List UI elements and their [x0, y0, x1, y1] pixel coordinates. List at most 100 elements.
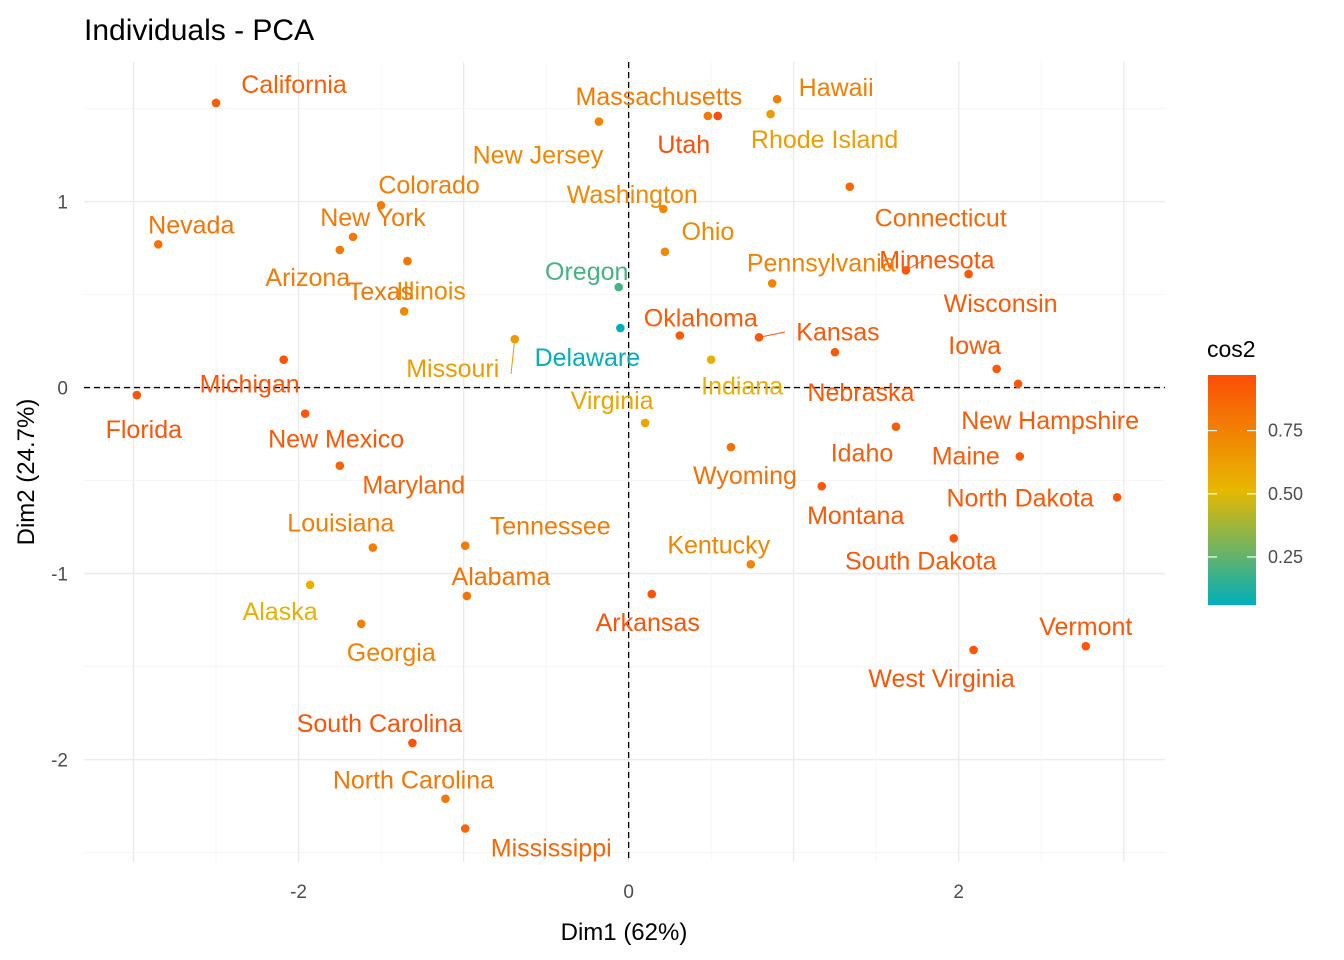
label-missouri: Missouri [406, 355, 499, 383]
label-maryland: Maryland [362, 472, 465, 500]
y-tick-label: 0 [57, 379, 68, 400]
point-connecticut [845, 182, 855, 191]
y-tick-label: -2 [51, 751, 68, 772]
label-texas: Texas [348, 278, 413, 306]
label-ohio: Ohio [682, 218, 735, 246]
legend-tick-label: 0.50 [1268, 484, 1303, 504]
label-alaska: Alaska [243, 598, 318, 626]
label-north-carolina: North Carolina [333, 767, 494, 795]
point-hawaii [772, 94, 782, 104]
label-hawaii: Hawaii [799, 74, 874, 102]
label-georgia: Georgia [347, 639, 436, 667]
point-massachusetts [703, 111, 713, 121]
label-nebraska: Nebraska [807, 379, 914, 407]
label-massachusetts: Massachusetts [575, 83, 742, 111]
label-florida: Florida [106, 416, 183, 444]
axis-ticks: -2 0 2 -2 -1 0 1 [51, 193, 964, 903]
label-oklahoma: Oklahoma [644, 304, 758, 332]
point-nebraska [830, 347, 840, 357]
label-north-dakota: North Dakota [946, 484, 1093, 512]
point-pennsylvania [767, 279, 777, 288]
label-idaho: Idaho [831, 440, 894, 468]
point-iowa [992, 364, 1001, 374]
point-vermont [1081, 641, 1091, 651]
label-west-virginia: West Virginia [868, 665, 1014, 693]
point-utah [713, 111, 723, 121]
point-wyoming [726, 442, 736, 452]
label-south-dakota: South Dakota [845, 547, 997, 575]
point-kentucky [746, 560, 756, 569]
point-rhode-island [766, 109, 775, 119]
point-montana [817, 481, 827, 491]
x-tick-label: -2 [290, 882, 307, 903]
label-louisiana: Louisiana [287, 510, 394, 538]
label-connecticut: Connecticut [875, 205, 1007, 233]
label-new-york: New York [320, 204, 426, 232]
point-new-hampshire [1013, 379, 1023, 389]
label-maine: Maine [932, 442, 1000, 470]
label-new-mexico: New Mexico [268, 426, 404, 454]
point-oregon [614, 282, 624, 292]
label-wyoming: Wyoming [693, 462, 797, 490]
point-indiana [706, 355, 716, 364]
x-tick-label: 2 [953, 882, 964, 903]
label-illinois: Illinois [396, 277, 465, 305]
point-maine [1015, 452, 1025, 461]
point-louisiana [368, 543, 378, 552]
label-vermont: Vermont [1039, 613, 1132, 641]
point-texas [403, 256, 412, 266]
x-tick-label: 0 [623, 882, 634, 903]
label-delaware: Delaware [535, 344, 641, 372]
point-north-dakota [1112, 493, 1122, 502]
label-tennessee: Tennessee [490, 513, 611, 541]
point-michigan [279, 355, 288, 364]
point-washington [658, 204, 668, 214]
y-tick-label: -1 [51, 565, 68, 586]
point-oklahoma [675, 331, 685, 340]
label-pennsylvania: Pennsylvania [747, 249, 896, 277]
label-minnesota: Minnesota [879, 246, 994, 274]
point-idaho [891, 422, 901, 431]
label-kansas: Kansas [796, 318, 879, 346]
point-virginia [640, 418, 650, 428]
point-ohio [660, 247, 670, 257]
legend-tick-label: 0.75 [1268, 421, 1303, 441]
label-rhode-island: Rhode Island [751, 126, 898, 154]
label-colorado: Colorado [378, 171, 479, 199]
label-iowa: Iowa [948, 332, 1001, 360]
cos2-legend: cos2 0.25 0.50 0.75 [1207, 336, 1303, 605]
label-wisconsin: Wisconsin [944, 290, 1058, 318]
label-arkansas: Arkansas [596, 609, 700, 637]
label-south-carolina: South Carolina [297, 710, 462, 738]
y-tick-label: 1 [57, 193, 68, 214]
label-california: California [241, 71, 347, 99]
point-alabama [462, 591, 472, 601]
label-new-hampshire: New Hampshire [961, 407, 1139, 435]
point-tennessee [460, 541, 470, 551]
point-wisconsin [964, 269, 973, 279]
reference-lines [84, 62, 1165, 862]
y-axis-title: Dim2 (24.7%) [13, 399, 40, 546]
label-kentucky: Kentucky [667, 531, 770, 559]
point-florida [132, 390, 142, 400]
legend-title: cos2 [1207, 336, 1256, 362]
legend-colorbar [1208, 375, 1256, 605]
point-minnesota [901, 266, 911, 275]
label-virginia: Virginia [571, 387, 654, 415]
point-california [211, 98, 221, 108]
point-south-carolina [408, 738, 417, 748]
point-nevada [153, 240, 163, 249]
point-illinois [399, 307, 409, 316]
point-labels: Alabama Alaska Arizona Arkansas California Co… [106, 71, 1139, 863]
label-mississippi: Mississippi [491, 835, 612, 863]
point-south-dakota [949, 533, 959, 543]
label-montana: Montana [807, 502, 904, 530]
legend-ticks: 0.25 0.50 0.75 [1208, 421, 1303, 567]
label-indiana: Indiana [701, 373, 783, 401]
point-west-virginia [969, 645, 978, 655]
x-axis-title: Dim1 (62%) [561, 919, 688, 946]
label-michigan: Michigan [200, 371, 300, 399]
point-new-york [348, 232, 358, 242]
point-georgia [356, 619, 366, 629]
